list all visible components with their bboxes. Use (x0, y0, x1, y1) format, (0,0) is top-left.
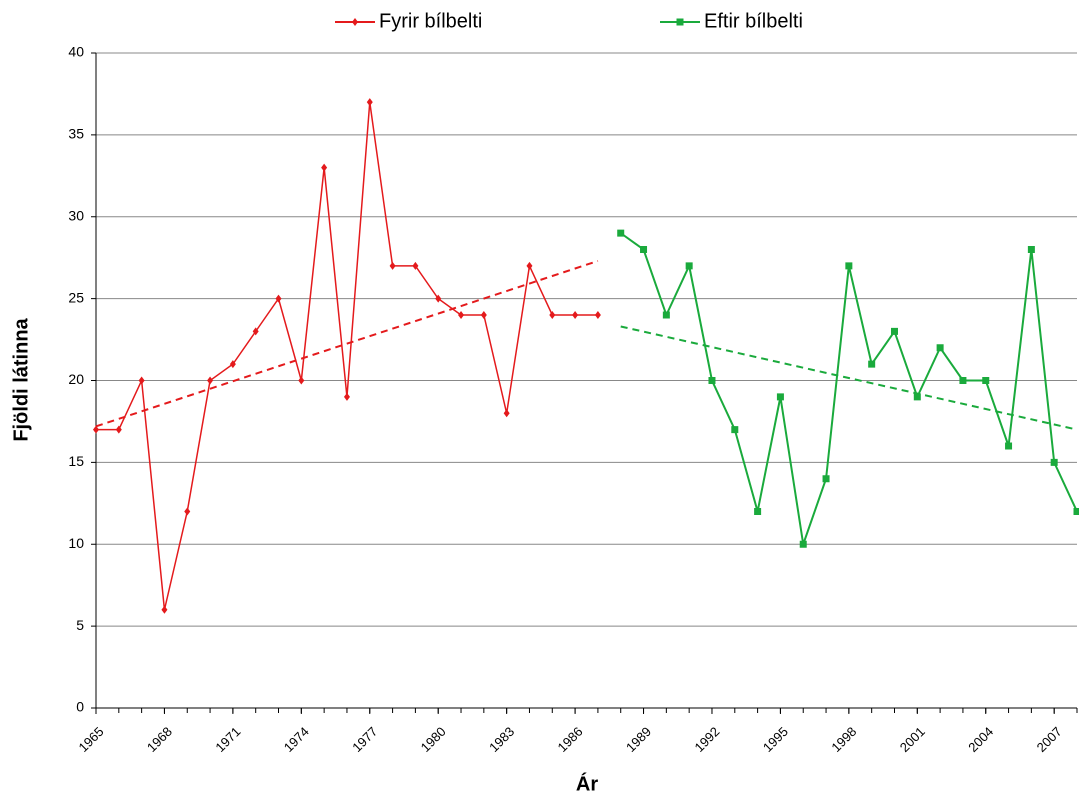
legend-label: Fyrir bílbelti (379, 10, 482, 32)
marker (845, 262, 852, 269)
marker (982, 377, 989, 384)
marker (1051, 459, 1058, 466)
marker (891, 328, 898, 335)
y-axis-label: Fjöldi látinna (10, 317, 32, 441)
x-tick-label: 2007 (1034, 724, 1065, 755)
x-tick-label: 1977 (349, 724, 380, 755)
marker (367, 98, 373, 106)
marker (959, 377, 966, 384)
x-tick-label: 1995 (760, 724, 791, 755)
series-line (96, 102, 598, 610)
y-tick-label: 0 (76, 699, 84, 715)
marker (754, 508, 761, 515)
marker (481, 311, 487, 319)
legend-label: Eftir bílbelti (704, 10, 803, 32)
y-tick-label: 35 (68, 126, 84, 142)
y-tick-label: 40 (68, 44, 84, 60)
x-tick-label: 1989 (623, 724, 654, 755)
marker (1005, 443, 1012, 450)
y-tick-label: 30 (68, 207, 84, 223)
marker (731, 426, 738, 433)
marker (458, 311, 464, 319)
x-tick-label: 1986 (555, 724, 586, 755)
x-tick-label: 1983 (486, 724, 517, 755)
trend-line (621, 326, 1077, 429)
marker (572, 311, 578, 319)
marker (344, 393, 350, 401)
marker (1028, 246, 1035, 253)
marker (640, 246, 647, 253)
y-tick-label: 15 (68, 453, 84, 469)
marker (663, 312, 670, 319)
y-tick-label: 5 (76, 617, 84, 633)
marker (868, 361, 875, 368)
marker (708, 377, 715, 384)
y-tick-label: 10 (68, 535, 84, 551)
marker (914, 393, 921, 400)
marker (800, 541, 807, 548)
marker (93, 426, 99, 434)
x-tick-label: 2001 (897, 724, 928, 755)
x-tick-label: 2004 (965, 724, 996, 755)
series-line (621, 233, 1077, 544)
x-tick-label: 1971 (212, 724, 243, 755)
marker (937, 344, 944, 351)
y-tick-label: 20 (68, 371, 84, 387)
marker (617, 230, 624, 237)
marker (321, 164, 327, 172)
trend-line (96, 261, 598, 426)
marker (161, 606, 167, 614)
marker (207, 377, 213, 385)
legend-marker (352, 18, 358, 26)
marker (595, 311, 601, 319)
x-tick-label: 1980 (418, 724, 449, 755)
marker (184, 508, 190, 516)
marker (777, 393, 784, 400)
marker (686, 262, 693, 269)
marker (298, 377, 304, 385)
x-tick-label: 1965 (75, 724, 106, 755)
marker (504, 409, 510, 417)
x-tick-label: 1998 (828, 724, 859, 755)
marker (1074, 508, 1079, 515)
y-tick-label: 25 (68, 289, 84, 305)
x-tick-label: 1968 (144, 724, 175, 755)
x-tick-label: 1992 (691, 724, 722, 755)
marker (823, 475, 830, 482)
marker (390, 262, 396, 270)
legend-marker (677, 19, 684, 26)
x-axis-label: Ár (576, 772, 598, 795)
x-tick-label: 1974 (281, 724, 312, 755)
